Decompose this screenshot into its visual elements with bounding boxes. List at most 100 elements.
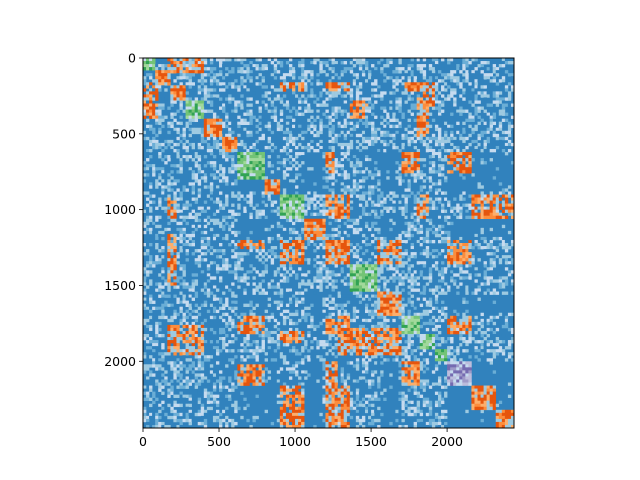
- sparse-cell: [437, 282, 442, 286]
- off-diagonal-block-cell: [416, 121, 421, 126]
- sparse-cell: [203, 179, 208, 183]
- sparse-cell: [383, 133, 387, 138]
- diagonal-cluster-cell: [298, 206, 302, 210]
- sparse-cell: [352, 118, 357, 122]
- off-diagonal-block-cell: [328, 152, 332, 156]
- sparse-cell: [194, 118, 199, 122]
- sparse-cell: [416, 218, 421, 223]
- sparse-cell: [255, 249, 259, 253]
- sparse-cell: [215, 218, 220, 223]
- sparse-cell: [295, 276, 299, 280]
- sparse-cell: [316, 267, 320, 271]
- sparse-cell: [146, 243, 150, 247]
- sparse-cell: [319, 194, 323, 198]
- sparse-cell: [188, 206, 192, 210]
- sparse-cell: [465, 279, 469, 283]
- sparse-cell: [179, 82, 183, 86]
- off-diagonal-block-cell: [243, 239, 247, 244]
- off-diagonal-block-cell: [410, 167, 414, 171]
- sparse-cell: [364, 124, 369, 129]
- off-diagonal-block-cell: [471, 200, 475, 204]
- sparse-cell: [176, 252, 180, 256]
- sparse-cell: [279, 118, 284, 122]
- sparse-cell: [477, 246, 481, 250]
- sparse-cell: [307, 124, 311, 129]
- sparse-cell: [164, 267, 168, 271]
- off-diagonal-block-cell: [480, 200, 484, 204]
- sparse-cell: [231, 67, 235, 71]
- sparse-cell: [331, 227, 335, 232]
- sparse-cell: [358, 82, 363, 86]
- sparse-cell: [319, 267, 323, 271]
- sparse-cell: [434, 97, 439, 101]
- sparse-cell: [507, 94, 512, 98]
- off-diagonal-block-cell: [197, 70, 202, 74]
- sparse-cell: [371, 136, 375, 141]
- sparse-cell: [413, 282, 417, 286]
- sparse-cell: [295, 230, 299, 235]
- off-diagonal-block-cell: [483, 197, 487, 201]
- diagonal-cluster-cell: [273, 191, 278, 195]
- sparse-cell: [149, 127, 153, 132]
- off-diagonal-block-cell: [194, 70, 199, 74]
- sparse-cell: [307, 82, 311, 86]
- sparse-cell: [374, 136, 378, 141]
- sparse-cell: [225, 155, 229, 159]
- sparse-cell: [234, 236, 238, 241]
- sparse-cell: [288, 100, 293, 104]
- diagonal-cluster-cell: [361, 285, 366, 289]
- sparse-cell: [200, 194, 205, 198]
- sparse-cell: [179, 246, 183, 250]
- sparse-cell: [398, 273, 402, 277]
- diagonal-cluster-cell: [252, 161, 256, 165]
- diagonal-cluster-cell: [237, 164, 241, 168]
- sparse-cell: [316, 148, 320, 153]
- sparse-cell: [395, 236, 399, 241]
- sparse-cell: [285, 124, 290, 129]
- sparse-cell: [498, 115, 503, 119]
- sparse-cell: [152, 88, 156, 92]
- off-diagonal-block-cell: [298, 243, 302, 247]
- sparse-cell: [209, 152, 214, 156]
- diagonal-cluster-cell: [222, 142, 226, 147]
- sparse-cell: [194, 173, 199, 177]
- sparse-cell: [352, 218, 357, 223]
- off-diagonal-block-cell: [431, 82, 436, 86]
- sparse-cell: [507, 142, 512, 147]
- diagonal-cluster-cell: [325, 255, 329, 259]
- sparse-cell: [474, 142, 478, 147]
- sparse-cell: [392, 124, 396, 129]
- sparse-cell: [325, 270, 329, 274]
- sparse-cell: [447, 136, 451, 141]
- sparse-cell: [234, 188, 238, 192]
- sparse-cell: [358, 203, 363, 207]
- sparse-cell: [495, 127, 500, 132]
- sparse-cell: [489, 121, 494, 126]
- sparse-cell: [282, 188, 287, 192]
- sparse-cell: [212, 212, 217, 216]
- sparse-cell: [170, 145, 174, 150]
- sparse-cell: [346, 179, 351, 183]
- sparse-cell: [361, 188, 366, 192]
- diagonal-cluster-cell: [197, 112, 202, 116]
- sparse-cell: [203, 191, 208, 195]
- diagonal-cluster-cell: [234, 139, 238, 144]
- sparse-cell: [279, 236, 284, 241]
- sparse-cell: [295, 94, 299, 98]
- sparse-cell: [304, 82, 308, 86]
- sparse-cell: [331, 148, 335, 153]
- sparse-cell: [510, 236, 515, 241]
- sparse-cell: [450, 142, 454, 147]
- sparse-cell: [386, 58, 390, 62]
- sparse-cell: [434, 261, 439, 265]
- sparse-cell: [416, 148, 421, 153]
- off-diagonal-block-cell: [197, 64, 202, 68]
- sparse-cell: [146, 158, 150, 162]
- off-diagonal-block-cell: [486, 197, 490, 201]
- sparse-cell: [459, 109, 463, 113]
- sparse-cell: [468, 115, 472, 119]
- diagonal-cluster-cell: [206, 130, 211, 135]
- sparse-cell: [325, 73, 329, 77]
- sparse-cell: [319, 279, 323, 283]
- sparse-cell: [164, 206, 168, 210]
